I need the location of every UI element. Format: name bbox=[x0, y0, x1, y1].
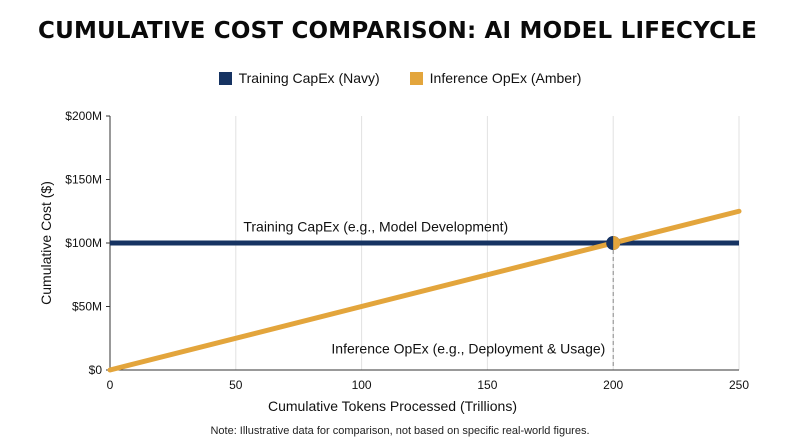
series-line-inference bbox=[107, 208, 742, 373]
y-tick-label: $50M bbox=[72, 300, 102, 314]
annotation-training: Training CapEx (e.g., Model Development) bbox=[243, 218, 508, 234]
legend-swatch-training bbox=[218, 71, 232, 85]
chart-title: CUMULATIVE COST COMPARISON: AI MODEL LIF… bbox=[38, 18, 758, 44]
legend-item-training: Training CapEx (Navy) bbox=[218, 70, 380, 86]
legend-item-inference: Inference OpEx (Amber) bbox=[409, 70, 582, 86]
x-tick-label: 150 bbox=[477, 378, 497, 392]
y-tick-label: $150M bbox=[65, 173, 102, 187]
intersection-marker-inference bbox=[613, 236, 621, 250]
legend-label-training: Training CapEx (Navy) bbox=[238, 70, 380, 86]
legend-label-inference: Inference OpEx (Amber) bbox=[429, 70, 582, 86]
x-tick-label: 100 bbox=[352, 378, 372, 392]
y-tick-label: $0 bbox=[89, 363, 103, 377]
footnote: Note: Illustrative data for comparison, … bbox=[210, 425, 590, 437]
x-tick-label: 250 bbox=[729, 378, 749, 392]
legend: Training CapEx (Navy) Inference OpEx (Am… bbox=[0, 70, 800, 86]
annotation-inference: Inference OpEx (e.g., Deployment & Usage… bbox=[331, 340, 605, 356]
legend-swatch-inference bbox=[409, 71, 423, 85]
x-axis-label: Cumulative Tokens Processed (Trillions) bbox=[268, 398, 517, 414]
x-tick-label: 200 bbox=[603, 378, 623, 392]
x-tick-label: 50 bbox=[229, 378, 243, 392]
x-tick-label: 0 bbox=[107, 378, 114, 392]
y-axis-label: Cumulative Cost ($) bbox=[38, 181, 54, 305]
y-tick-label: $100M bbox=[65, 236, 102, 250]
y-tick-label: $200M bbox=[65, 109, 102, 123]
